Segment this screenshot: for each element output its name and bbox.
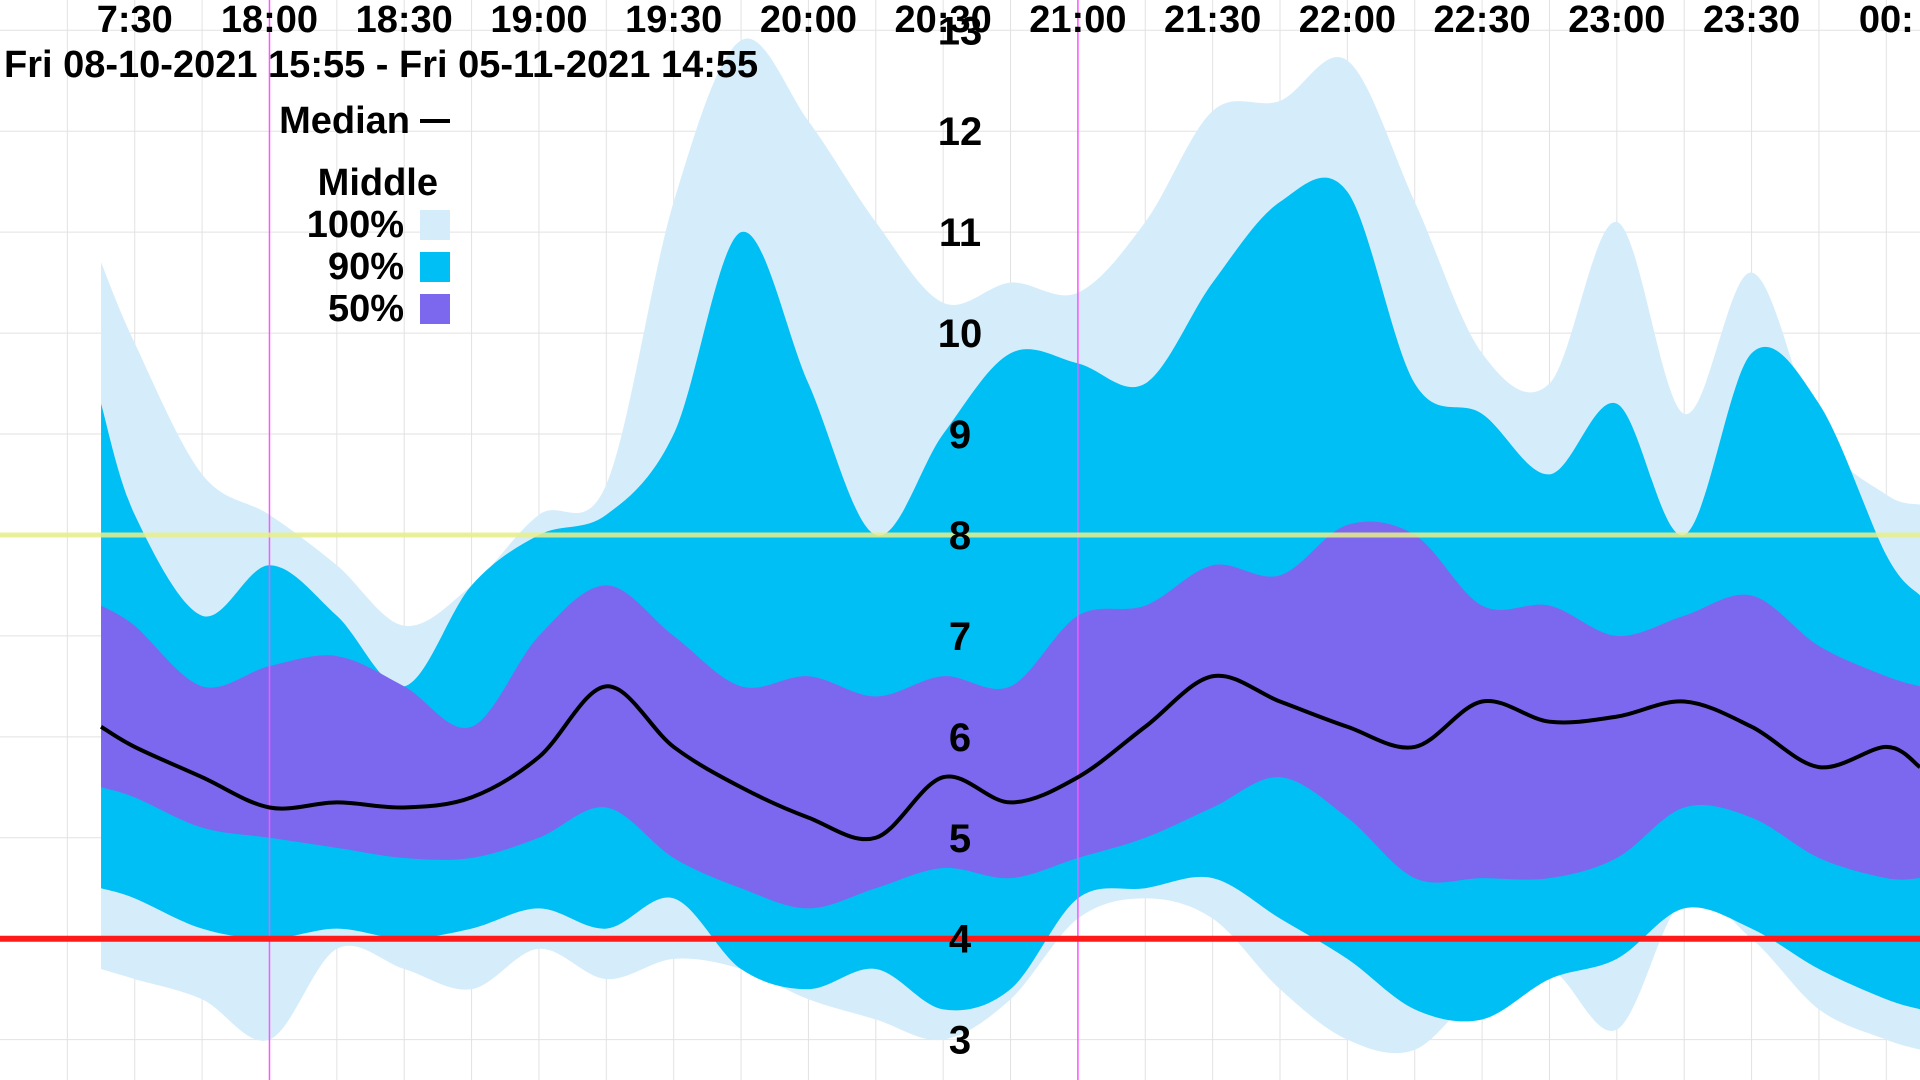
y-tick-label: 4 <box>949 918 972 962</box>
x-tick-label: 22:30 <box>1434 0 1531 41</box>
x-tick-label: 18:30 <box>356 0 453 41</box>
x-tick-label: 21:00 <box>1029 0 1126 41</box>
y-tick-label: 3 <box>949 1019 971 1063</box>
y-tick-label: 12 <box>938 110 983 154</box>
median-series <box>100 673 1920 842</box>
y-tick-label: 13 <box>938 9 983 53</box>
legend-band-100-label: 100% <box>306 203 404 246</box>
legend-band-90-swatch <box>420 252 450 282</box>
legend-band-100: 100% <box>307 204 450 246</box>
x-tick-label: 22:00 <box>1299 0 1396 41</box>
y-tick-label: 11 <box>939 211 981 255</box>
y-tick-label: 5 <box>949 817 971 861</box>
legend-band-90-label: 90% <box>327 245 404 288</box>
y-axis-ticks: 3 4 5 6 7 8 9 10 11 12 13 <box>938 9 983 1062</box>
date-range-title: Fri 08-10-2021 15:55 - Fri 05-11-2021 14… <box>4 44 759 86</box>
x-tick-label: 20:30 <box>895 0 992 41</box>
x-tick-label: 23:30 <box>1703 0 1800 41</box>
legend-band-50-label: 50% <box>327 287 404 330</box>
y-tick-label: 8 <box>949 514 971 558</box>
x-tick-label: 21:30 <box>1164 0 1261 41</box>
percentile-bands <box>101 38 1920 1054</box>
legend-middle-label: Middle <box>317 161 438 204</box>
y-tick-label: 6 <box>949 716 971 760</box>
band-50-area <box>101 521 1920 909</box>
y-tick-label: 9 <box>949 413 971 457</box>
x-tick-label: 23:00 <box>1568 0 1665 41</box>
legend-middle: Middle <box>318 162 438 204</box>
x-tick-label: 19:00 <box>490 0 587 41</box>
y-tick-label: 10 <box>938 312 983 356</box>
legend-band-100-swatch <box>420 210 450 240</box>
x-axis-ticks: 7:30 18:00 18:30 19:00 19:30 20:00 20:30 21:00 2… <box>97 0 1914 41</box>
legend-band-50: 50% <box>328 288 450 330</box>
legend-median-line <box>420 119 450 123</box>
legend-median-label: Median <box>279 99 410 142</box>
legend-band-50-swatch <box>420 294 450 324</box>
median-line <box>100 673 1920 842</box>
legend-median: Median <box>279 100 450 142</box>
x-tick-label: 00: <box>1859 0 1914 41</box>
x-tick-label: 7:30 <box>97 0 173 41</box>
x-tick-label: 19:30 <box>625 0 722 41</box>
x-tick-label: 18:00 <box>221 0 318 41</box>
legend-band-90: 90% <box>328 246 450 288</box>
x-tick-label: 20:00 <box>760 0 857 41</box>
y-tick-label: 7 <box>949 615 971 659</box>
